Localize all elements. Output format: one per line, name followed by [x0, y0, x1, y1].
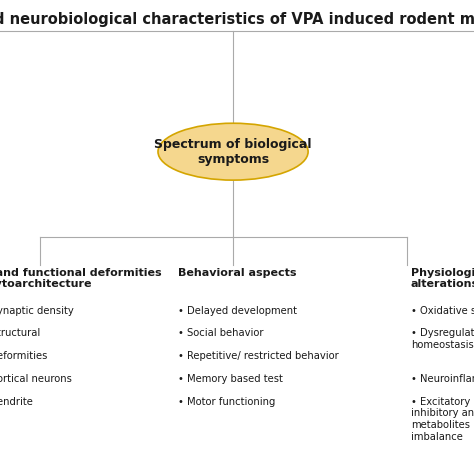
- Text: Physiological
alterations: Physiological alterations: [411, 268, 474, 290]
- Text: ical and neurobiological characteristics of VPA induced rodent model o: ical and neurobiological characteristics…: [0, 12, 474, 27]
- Text: • Neuroinflammatio: • Neuroinflammatio: [411, 374, 474, 384]
- Text: • Oxidative stress: • Oxidative stress: [411, 306, 474, 316]
- Text: • ortical neurons: • ortical neurons: [0, 374, 72, 384]
- Text: • Dysregulated ene
homeostasis: • Dysregulated ene homeostasis: [411, 328, 474, 350]
- Text: • eformities: • eformities: [0, 351, 47, 361]
- Text: l and functional deformities
cytoarchitecture: l and functional deformities cytoarchite…: [0, 268, 162, 290]
- Text: • Motor functioning: • Motor functioning: [178, 397, 275, 407]
- Text: • Delayed development: • Delayed development: [178, 306, 297, 316]
- Text: • ynaptic density: • ynaptic density: [0, 306, 74, 316]
- Text: • tructural: • tructural: [0, 328, 40, 338]
- Text: • Social behavior: • Social behavior: [178, 328, 263, 338]
- Text: • endrite: • endrite: [0, 397, 33, 407]
- Text: Behavioral aspects: Behavioral aspects: [178, 268, 296, 278]
- Text: • Memory based test: • Memory based test: [178, 374, 283, 384]
- Ellipse shape: [158, 123, 308, 180]
- Text: • Repetitive/ restricted behavior: • Repetitive/ restricted behavior: [178, 351, 338, 361]
- Text: • Excitatory and
inhibitory and
metabolites
imbalance: • Excitatory and inhibitory and metaboli…: [411, 397, 474, 442]
- Text: Spectrum of biological
symptoms: Spectrum of biological symptoms: [155, 137, 312, 166]
